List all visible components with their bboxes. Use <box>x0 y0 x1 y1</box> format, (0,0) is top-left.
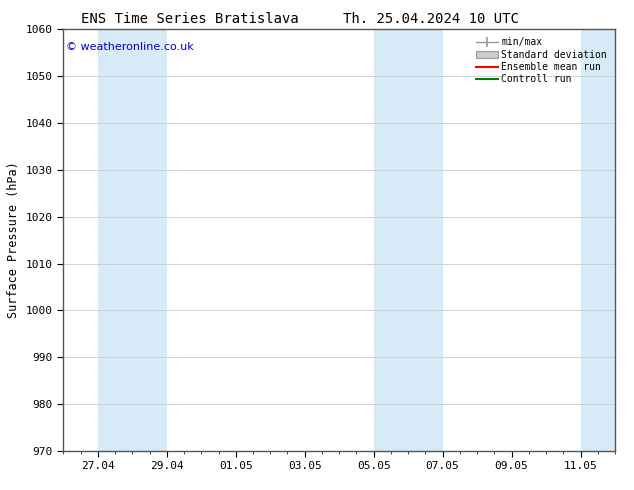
Bar <box>98 29 167 451</box>
Text: © weatheronline.co.uk: © weatheronline.co.uk <box>66 42 194 52</box>
Bar <box>373 29 443 451</box>
Y-axis label: Surface Pressure (hPa): Surface Pressure (hPa) <box>8 162 20 318</box>
Text: ENS Time Series Bratislava: ENS Time Series Bratislava <box>81 12 299 26</box>
Text: Th. 25.04.2024 10 UTC: Th. 25.04.2024 10 UTC <box>343 12 519 26</box>
Legend: min/max, Standard deviation, Ensemble mean run, Controll run: min/max, Standard deviation, Ensemble me… <box>473 34 610 87</box>
Bar <box>581 29 615 451</box>
